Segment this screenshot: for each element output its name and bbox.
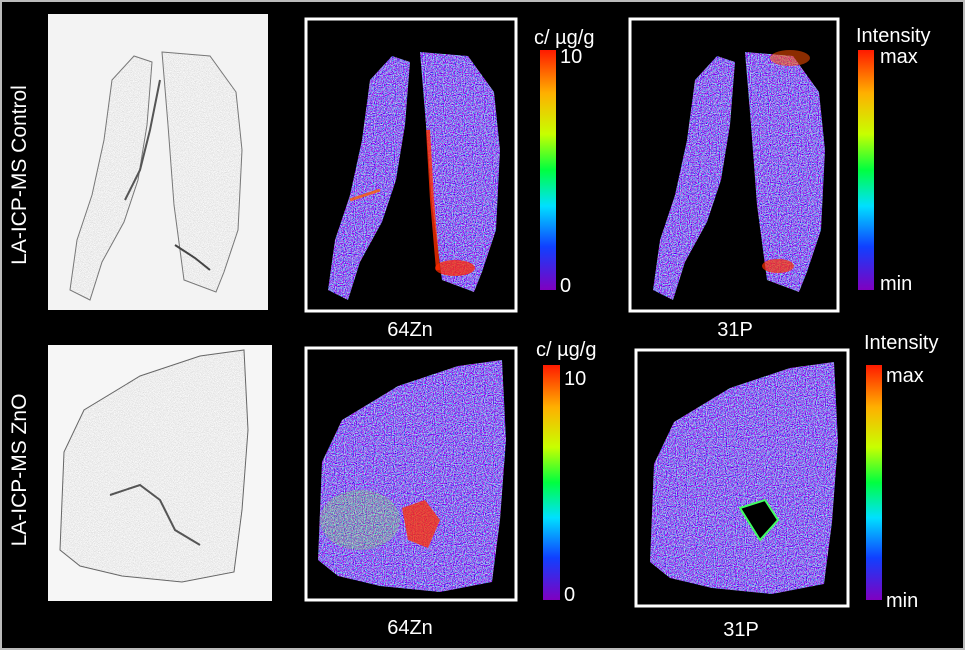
scale-max: 10 — [560, 46, 582, 68]
panel-label: 64Zn — [387, 617, 433, 639]
zn-map — [304, 17, 518, 313]
zn-map — [304, 346, 518, 602]
scale-min: min — [880, 273, 912, 295]
p-map — [628, 17, 840, 313]
scale-min: 0 — [564, 584, 575, 606]
scale-max: 10 — [564, 368, 586, 390]
panel-label: 31P — [717, 319, 753, 341]
histology-image — [48, 345, 272, 601]
scale-title: c/ µg/g — [536, 339, 596, 361]
scale-min: min — [886, 590, 918, 612]
histology-image — [48, 14, 268, 310]
scale-title: Intensity — [864, 332, 938, 354]
scale-title: Intensity — [856, 25, 930, 47]
color-bar — [866, 365, 882, 600]
panel-label: 31P — [723, 619, 759, 641]
scale-title: c/ µg/g — [534, 27, 594, 49]
p-map — [634, 348, 850, 608]
scale-max: max — [880, 46, 918, 68]
scale-min: 0 — [560, 275, 571, 297]
color-bar — [540, 50, 556, 290]
scale-max: max — [886, 365, 924, 387]
panel-label: 64Zn — [387, 319, 433, 341]
color-bar — [543, 365, 560, 600]
color-bar — [858, 50, 874, 290]
row-label: LA-ICP-MS Control — [8, 85, 31, 265]
row-label: LA-ICP-MS ZnO — [8, 394, 31, 547]
